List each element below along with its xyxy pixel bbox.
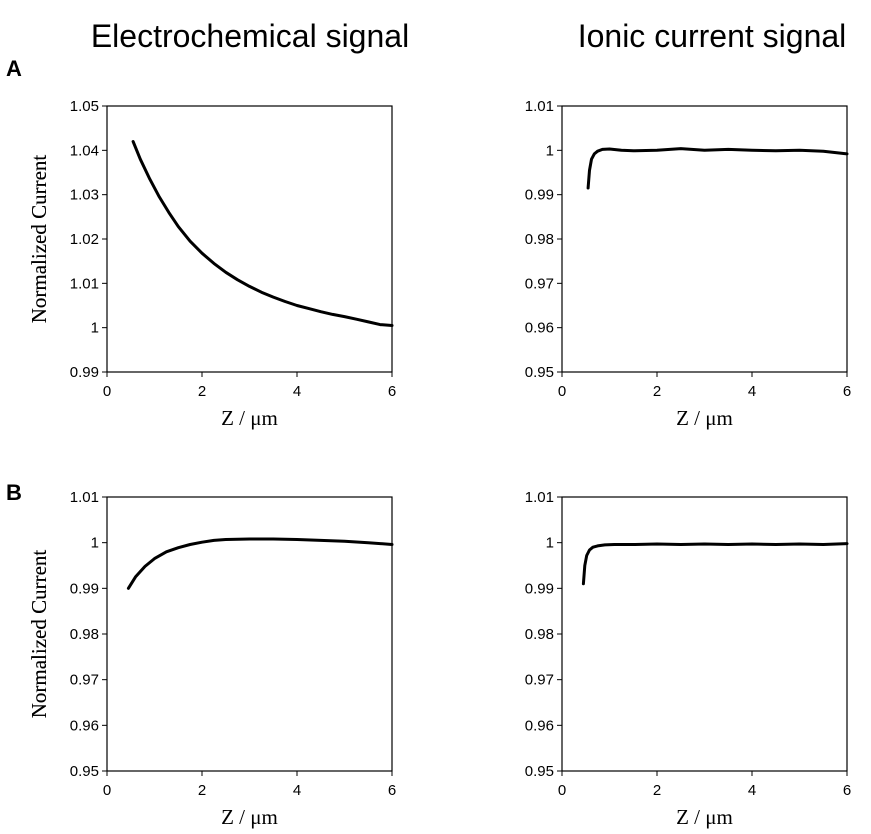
y-tick-label: 0.97	[525, 672, 554, 689]
chart-panels: 0.99 1 1.01 1.02 1.03 1.04 1.05 0 2 4 6 Z / μm Norma…	[27, 98, 851, 829]
x-tick-label: 2	[198, 383, 206, 400]
y-tick-label: 1.01	[70, 489, 99, 506]
series-line	[131, 140, 394, 327]
x-tick-label: 4	[293, 782, 301, 799]
y-tick-label: 0.98	[525, 626, 554, 643]
y-tick-label: 1.04	[70, 142, 99, 159]
y-tick-label: 1.02	[70, 231, 99, 248]
plot-frame	[561, 496, 848, 772]
row-label-a: A	[6, 56, 22, 81]
y-tick-label: 0.99	[525, 187, 554, 204]
x-tick-label: 0	[103, 782, 111, 799]
y-tick-label: 0.95	[525, 763, 554, 780]
x-axis-label: Z / μm	[221, 805, 278, 829]
y-tick-label: 1	[546, 142, 554, 159]
y-axis-label: Normalized Current	[27, 550, 51, 719]
column-title-electrochemical: Electrochemical signal	[91, 18, 409, 54]
y-tick-label: 0.95	[525, 364, 554, 381]
y-tick-label: 0.99	[70, 580, 99, 597]
x-tick-label: 6	[388, 782, 396, 799]
y-tick-label: 0.96	[70, 717, 99, 734]
x-tick-label: 2	[198, 782, 206, 799]
x-tick-label: 2	[653, 383, 661, 400]
chart-panel-b-right: 0.95 0.96 0.97 0.98 0.99 1 1.01 0 2 4 6 Z / μm Norma…	[27, 489, 851, 829]
column-title-ionic: Ionic current signal	[578, 18, 847, 54]
chart-panel-a-left: 0.99 1 1.01 1.02 1.03 1.04 1.05 0 2 4 6 Z / μm Norma…	[27, 98, 396, 430]
plot-frame	[561, 105, 848, 373]
y-tick-label: 0.99	[525, 580, 554, 597]
y-tick-label: 0.96	[525, 320, 554, 337]
y-tick-label: 0.98	[70, 626, 99, 643]
y-tick-label: 1.05	[70, 98, 99, 115]
y-tick-label: 1	[91, 535, 99, 552]
x-tick-label: 6	[843, 383, 851, 400]
y-tick-label: 0.97	[70, 672, 99, 689]
x-tick-label: 4	[748, 782, 756, 799]
series-line	[586, 147, 849, 190]
x-axis-label: Z / μm	[676, 805, 733, 829]
x-tick-label: 6	[388, 383, 396, 400]
y-tick-label: 0.99	[70, 364, 99, 381]
chart-panel-a-right: 0.95 0.96 0.97 0.98 0.99 1 1.01 0 2 4 6 Z / μm Norma…	[27, 98, 851, 430]
x-axis-label: Z / μm	[676, 406, 733, 430]
y-tick-label: 0.95	[70, 763, 99, 780]
chart-panel-b-left: 0.95 0.96 0.97 0.98 0.99 1 1.01 0 2 4 6 Z / μm Norma…	[27, 489, 396, 829]
y-tick-label: 1.01	[525, 98, 554, 115]
y-tick-label: 0.97	[525, 275, 554, 292]
y-tick-label: 1.01	[70, 275, 99, 292]
y-tick-label: 1.01	[525, 489, 554, 506]
plot-frame	[106, 105, 393, 373]
x-tick-label: 4	[293, 383, 301, 400]
x-tick-label: 0	[103, 383, 111, 400]
y-tick-label: 1	[546, 535, 554, 552]
x-tick-label: 6	[843, 782, 851, 799]
y-tick-label: 1.03	[70, 187, 99, 204]
y-tick-label: 1	[91, 320, 99, 337]
series-line	[126, 537, 394, 590]
x-tick-label: 2	[653, 782, 661, 799]
y-axis-label: Normalized Current	[27, 550, 51, 719]
y-tick-label: 0.98	[525, 231, 554, 248]
x-tick-label: 0	[558, 782, 566, 799]
y-axis-label: Normalized Current	[27, 155, 51, 324]
series-line	[581, 542, 849, 586]
row-label-b: B	[6, 480, 22, 505]
x-tick-label: 0	[558, 383, 566, 400]
x-axis-label: Z / μm	[221, 406, 278, 430]
y-axis-label: Normalized Current	[27, 155, 51, 324]
x-tick-label: 4	[748, 383, 756, 400]
y-tick-label: 0.96	[525, 717, 554, 734]
